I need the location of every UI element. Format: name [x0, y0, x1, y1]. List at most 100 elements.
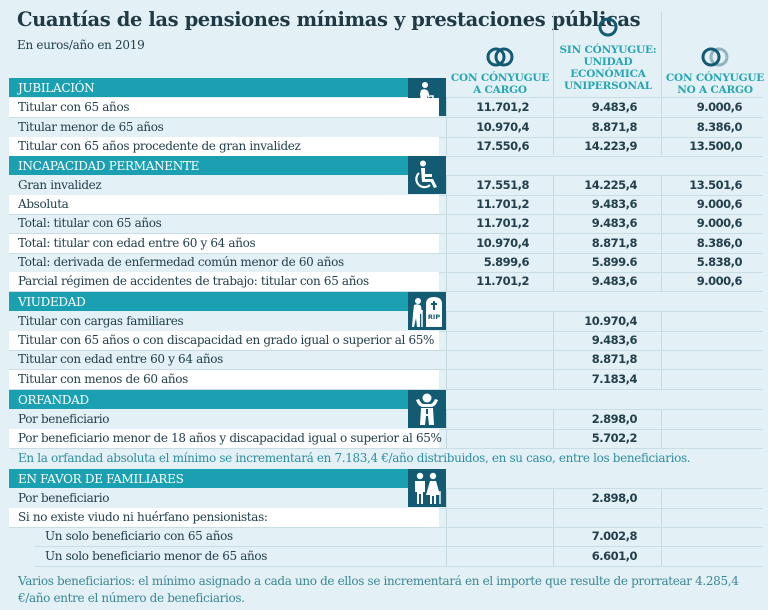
value-con-conyuge-a-cargo: 11.701,2 — [476, 274, 529, 288]
value-con-conyuge-no-a-cargo: 5.838,0 — [696, 255, 743, 269]
value-con-conyuge-no-a-cargo: 9.000,6 — [696, 100, 743, 114]
row-label: Por beneficiario — [18, 491, 110, 505]
row-label: Un solo beneficiario con 65 años — [45, 529, 233, 543]
row-label: Gran invalidez — [18, 178, 102, 192]
table-row: Un solo beneficiario menor de 65 años 6.… — [35, 547, 763, 567]
column-divider — [446, 409, 447, 448]
section-header-jubilacion: JUBILACIÓN — [9, 78, 446, 97]
table-row: Total: derivada de enfermedad común meno… — [9, 253, 763, 273]
column-header-label-line: ECONÓMICA — [570, 68, 646, 80]
section-header-orfandad: ORFANDAD — [9, 390, 446, 409]
section-header-filler — [446, 469, 763, 489]
table-row: Total: titular con 65 años 11.701,2 9.48… — [9, 214, 763, 234]
child-icon — [416, 393, 438, 425]
table-row: Titular menor de 65 años 10.970,4 8.871,… — [9, 118, 763, 138]
column-divider — [661, 98, 662, 155]
table-row: Titular con cargas familiares 10.970,4 — [9, 312, 763, 332]
row-label: Por beneficiario — [18, 412, 110, 426]
value-con-conyuge-no-a-cargo: 9.000,6 — [696, 274, 743, 288]
value-sin-conyuge: 8.871,8 — [591, 120, 638, 134]
column-header-label-line: NO A CARGO — [677, 84, 753, 96]
value-sin-conyuge: 9.483,6 — [591, 216, 638, 230]
value-sin-conyuge: 7.002,8 — [591, 529, 638, 543]
table-row: Por beneficiario menor de 18 años y disc… — [9, 429, 763, 449]
row-label: Titular con 65 años procedente de gran i… — [9, 137, 439, 156]
value-con-conyuge-a-cargo: 10.970,4 — [476, 120, 529, 134]
column-header-label-line: SIN CÓNYUGUE: — [559, 44, 657, 56]
value-con-conyuge-no-a-cargo: 9.000,6 — [696, 216, 743, 230]
value-sin-conyuge: 14.223,9 — [584, 139, 637, 153]
section-header-filler — [446, 390, 763, 410]
value-sin-conyuge: 6.601,0 — [591, 549, 638, 563]
value-con-conyuge-no-a-cargo: 8.386,0 — [696, 120, 743, 134]
row-label: Absoluta — [9, 195, 439, 214]
footnote: Varios beneficiarios: el mínimo asignado… — [18, 574, 739, 605]
row-label: Un solo beneficiario menor de 65 años — [45, 549, 268, 563]
page-title: Cuantías de las pensiones mínimas y pres… — [17, 8, 641, 31]
table-row: Titular con 65 años 11.701,2 9.483,6 9.0… — [9, 98, 763, 118]
family-couple-icon — [415, 472, 441, 504]
column-divider — [661, 12, 662, 98]
table-row: Por beneficiario 2.898,0 — [9, 410, 763, 430]
value-con-conyuge-no-a-cargo: 13.500,0 — [689, 139, 742, 153]
value-con-conyuge-a-cargo: 11.701,2 — [476, 216, 529, 230]
table-row: Absoluta 11.701,2 9.483,6 9.000,6 — [9, 195, 763, 215]
value-sin-conyuge: 9.483,6 — [591, 197, 638, 211]
page-subtitle: En euros/año en 2019 — [17, 38, 145, 52]
section-header-filler — [446, 292, 763, 312]
section-header-viudedad: VIUDEDAD — [9, 292, 446, 311]
table-row: Parcial régimen de accidentes de trabajo… — [9, 272, 763, 292]
column-header-label-line: CON CÓNYUGUE — [450, 72, 550, 84]
table-row: Un solo beneficiario con 65 años 7.002,8 — [35, 527, 763, 547]
value-con-conyuge-no-a-cargo: 13.501,6 — [689, 178, 742, 192]
column-header-sin-conyuge: SIN CÓNYUGUE: UNIDAD ECONÓMICA UNIPERSON… — [554, 12, 662, 92]
table-row: Titular con 65 años o con discapacidad e… — [9, 331, 763, 351]
rip-label: RIP — [428, 313, 440, 321]
value-sin-conyuge: 8.871,8 — [591, 236, 638, 250]
row-label: Si no existe viudo ni huérfano pensionis… — [9, 508, 439, 527]
section-header-filler — [446, 78, 763, 98]
section-header-filler — [446, 156, 763, 176]
column-header-label-line: UNIDAD — [583, 56, 633, 68]
row-label: Titular con edad entre 60 y 64 años — [18, 352, 223, 366]
table-row: Titular con 65 años procedente de gran i… — [9, 137, 763, 157]
table-row: Si no existe viudo ni huérfano pensionis… — [9, 508, 763, 528]
column-divider — [553, 409, 554, 448]
single-ring-icon — [598, 17, 618, 37]
value-sin-conyuge: 8.871,8 — [591, 352, 638, 366]
column-header-label-line: CON CÓNYUGUE — [665, 72, 765, 84]
table-row: Titular con edad entre 60 y 64 años 8.87… — [9, 350, 763, 370]
row-label: Total: titular con 65 años — [18, 216, 162, 230]
value-con-conyuge-a-cargo: 11.701,2 — [476, 197, 529, 211]
two-rings-faded-icon — [701, 47, 729, 67]
row-label: Parcial régimen de accidentes de trabajo… — [9, 272, 439, 291]
value-sin-conyuge: 7.183,4 — [591, 372, 638, 386]
row-label: Titular con cargas familiares — [18, 314, 184, 328]
column-divider — [446, 98, 447, 155]
row-label: Titular con menos de 60 años — [9, 370, 439, 389]
column-divider — [661, 409, 662, 448]
row-label: Titular con 65 años — [9, 98, 439, 117]
orfandad-note: En la orfandad absoluta el mínimo se inc… — [18, 451, 691, 465]
column-divider — [553, 12, 554, 98]
value-sin-conyuge: 9.483,6 — [591, 274, 638, 288]
value-sin-conyuge: 5.702,2 — [591, 431, 638, 445]
child-icon-box — [408, 390, 446, 428]
wheelchair-icon-box — [408, 156, 446, 194]
value-con-conyuge-a-cargo: 17.550,6 — [476, 139, 529, 153]
value-con-conyuge-a-cargo: 5.899,6 — [483, 255, 530, 269]
row-label: Titular con 65 años o con discapacidad e… — [9, 331, 439, 350]
column-divider — [553, 98, 554, 155]
value-con-conyuge-a-cargo: 11.701,2 — [476, 100, 529, 114]
value-con-conyuge-no-a-cargo: 8.386,0 — [696, 236, 743, 250]
section-header-en-favor-de-familiares: EN FAVOR DE FAMILIARES — [9, 469, 446, 488]
row-label: Por beneficiario menor de 18 años y disc… — [9, 429, 442, 448]
column-header-label-line: UNIPERSONAL — [564, 80, 652, 92]
two-rings-icon — [486, 47, 514, 67]
row-label: Total: titular con edad entre 60 y 64 añ… — [9, 234, 439, 253]
value-sin-conyuge: 2.898,0 — [591, 412, 638, 426]
column-header-con-conyuge-no-a-cargo: CON CÓNYUGUE NO A CARGO — [662, 12, 768, 96]
row-label: Titular menor de 65 años — [18, 120, 164, 134]
column-header-con-conyuge-a-cargo: CON CÓNYUGUE A CARGO — [446, 12, 554, 96]
value-con-conyuge-a-cargo: 17.551,8 — [476, 178, 529, 192]
